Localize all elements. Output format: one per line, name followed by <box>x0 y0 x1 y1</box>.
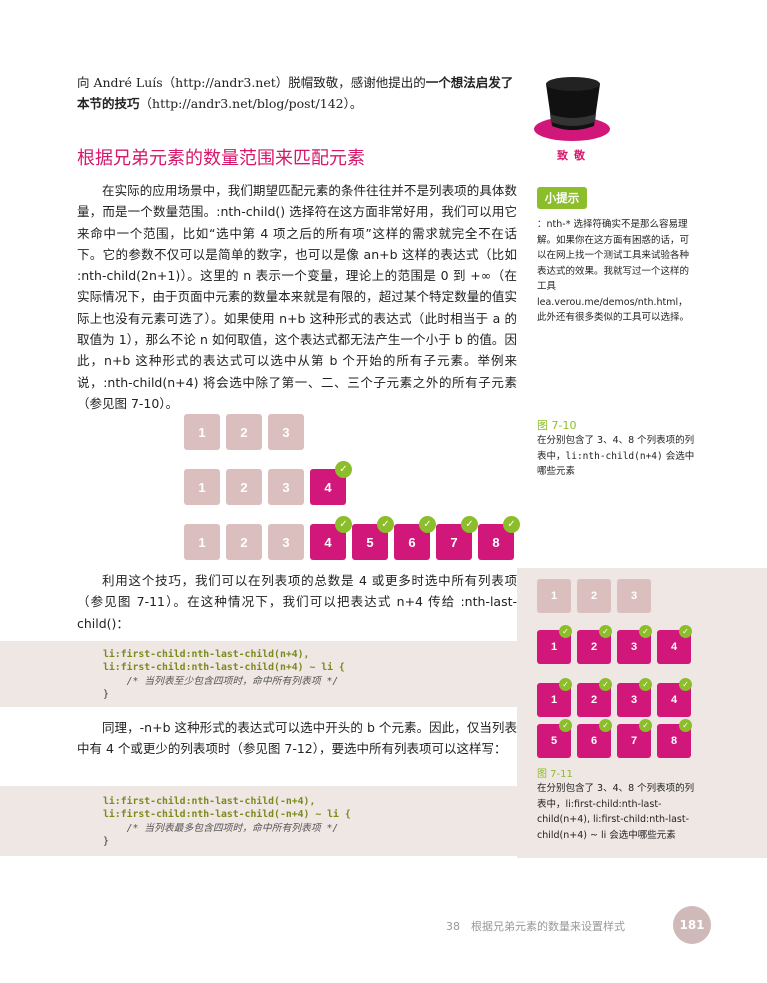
check-icon: ✓ <box>599 678 612 691</box>
code-block-1: li:first-child:nth-last-child(n+4), li:f… <box>103 648 345 701</box>
fig10-caption-pre: 在分别包含了 3、4、8 个列表项的列表中， <box>537 435 695 462</box>
code1-line1: li:first-child:nth-last-child(n+4), <box>103 649 310 660</box>
fig10-tile: 1 <box>184 524 220 560</box>
tip-badge: 小提示 <box>537 187 587 209</box>
fig10-tile: 3 <box>268 524 304 560</box>
check-icon: ✓ <box>419 516 436 533</box>
footer-chapter: 38 根据兄弟元素的数量来设置样式 <box>446 920 625 933</box>
fig11-tile: 4 <box>657 630 691 664</box>
code1-line3: /* 当列表至少包含四项时，命中所有列表项 */ <box>126 675 339 687</box>
code2-line3: /* 当列表最多包含四项时，命中所有列表项 */ <box>126 822 339 834</box>
code-block-2: li:first-child:nth-last-child(-n+4), li:… <box>103 795 351 848</box>
fig10-tile: 1 <box>184 414 220 450</box>
fig10-tile: 6 <box>394 524 430 560</box>
check-icon: ✓ <box>503 516 520 533</box>
fig10-tile: 1 <box>184 469 220 505</box>
check-icon: ✓ <box>559 719 572 732</box>
fig10-caption-code: li:nth-child(n+4) <box>565 450 663 462</box>
code2-line1: li:first-child:nth-last-child(-n+4), <box>103 796 316 807</box>
check-icon: ✓ <box>679 678 692 691</box>
ack-bold: 一个想法启发了本节的技巧 <box>77 75 514 111</box>
code2-line2: li:first-child:nth-last-child(-n+4) ~ li… <box>103 809 351 821</box>
top-hat-icon <box>534 77 610 141</box>
tip-text: ：nth-* 选择符确实不是那么容易理解。如果你在这方面有困惑的话，可以在网上找… <box>537 219 690 323</box>
check-icon: ✓ <box>639 719 652 732</box>
fig11-tile: 1 <box>537 579 571 613</box>
fig10-caption: 在分别包含了 3、4、8 个列表项的列表中，li:nth-child(n+4) … <box>537 433 697 480</box>
check-icon: ✓ <box>559 678 572 691</box>
check-icon: ✓ <box>599 625 612 638</box>
check-icon: ✓ <box>335 516 352 533</box>
check-icon: ✓ <box>679 625 692 638</box>
fig11-tile: 7 <box>617 724 651 758</box>
acknowledgement: 向 André Luís（http://andr3.net）脱帽致敬，感谢他提出… <box>77 72 517 114</box>
check-icon: ✓ <box>639 625 652 638</box>
check-icon: ✓ <box>599 719 612 732</box>
paragraph-1: 在实际的应用场景中，我们期望匹配元素的条件往往并不是列表项的具体数量，而是一个数… <box>77 183 517 411</box>
fig10-tile: 2 <box>226 524 262 560</box>
code1-line4: } <box>103 688 109 700</box>
check-icon: ✓ <box>461 516 478 533</box>
fig10-tile: 2 <box>226 469 262 505</box>
check-icon: ✓ <box>639 678 652 691</box>
fig11-tile: 2 <box>577 579 611 613</box>
check-icon: ✓ <box>377 516 394 533</box>
ack-suffix: （http://andr3.net/blog/post/142）。 <box>139 96 363 111</box>
fig10-tile: 3 <box>268 414 304 450</box>
check-icon: ✓ <box>335 461 352 478</box>
fig10-caption-post: 会选中哪些元素 <box>537 450 695 478</box>
hat-caption: 致敬 <box>557 149 591 162</box>
code1-line2: li:first-child:nth-last-child(n+4) ~ li … <box>103 662 345 674</box>
fig11-tile: 3 <box>617 579 651 613</box>
fig10-tile: 2 <box>226 414 262 450</box>
fig10-label: 图 7-10 <box>537 419 577 432</box>
fig10-tile: 3 <box>268 469 304 505</box>
check-icon: ✓ <box>559 625 572 638</box>
code2-line4: } <box>103 835 109 847</box>
fig11-label: 图 7-11 <box>537 769 573 780</box>
fig11-caption: 在分别包含了 3、4、8 个列表项的列表中，li:first-child:nth… <box>537 783 695 841</box>
section-title: 根据兄弟元素的数量范围来匹配元素 <box>77 148 365 169</box>
paragraph-2: 利用这个技巧，我们可以在列表项的总数是 4 或更多时选中所有列表项（参见图 7-… <box>77 573 517 631</box>
code-block-2-band <box>0 786 517 856</box>
paragraph-3: 同理，-n+b 这种形式的表达式可以选中开头的 b 个元素。因此，仅当列表中有 … <box>77 720 517 757</box>
check-icon: ✓ <box>679 719 692 732</box>
page-number: 181 <box>673 906 711 944</box>
ack-prefix: 向 André Luís（http://andr3.net）脱帽致敬，感谢他提出… <box>77 75 426 90</box>
